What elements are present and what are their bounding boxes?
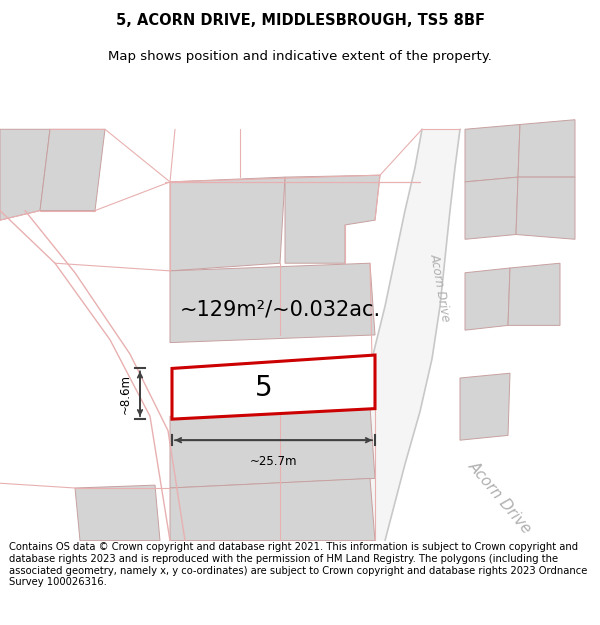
Polygon shape (465, 177, 518, 239)
Polygon shape (170, 177, 285, 271)
Polygon shape (40, 129, 105, 211)
Polygon shape (285, 175, 380, 263)
Text: ~129m²/~0.032ac.: ~129m²/~0.032ac. (179, 299, 380, 319)
Polygon shape (325, 129, 460, 541)
Polygon shape (0, 129, 50, 220)
Polygon shape (518, 120, 575, 177)
Polygon shape (516, 177, 575, 239)
Text: ~8.6m: ~8.6m (119, 374, 132, 414)
Polygon shape (465, 124, 520, 182)
Polygon shape (508, 263, 560, 326)
Text: Acorn Drive: Acorn Drive (466, 459, 535, 537)
Polygon shape (460, 373, 510, 440)
Polygon shape (465, 268, 510, 330)
Text: Acorn Drive: Acorn Drive (428, 252, 452, 322)
Polygon shape (75, 485, 160, 541)
Text: Map shows position and indicative extent of the property.: Map shows position and indicative extent… (108, 49, 492, 62)
Text: 5, ACORN DRIVE, MIDDLESBROUGH, TS5 8BF: 5, ACORN DRIVE, MIDDLESBROUGH, TS5 8BF (115, 12, 485, 28)
Text: 5: 5 (254, 374, 272, 402)
Polygon shape (170, 263, 375, 343)
Polygon shape (170, 407, 375, 488)
Polygon shape (172, 355, 375, 419)
Polygon shape (170, 479, 375, 541)
Text: Contains OS data © Crown copyright and database right 2021. This information is : Contains OS data © Crown copyright and d… (9, 542, 587, 587)
Text: ~25.7m: ~25.7m (250, 456, 297, 469)
